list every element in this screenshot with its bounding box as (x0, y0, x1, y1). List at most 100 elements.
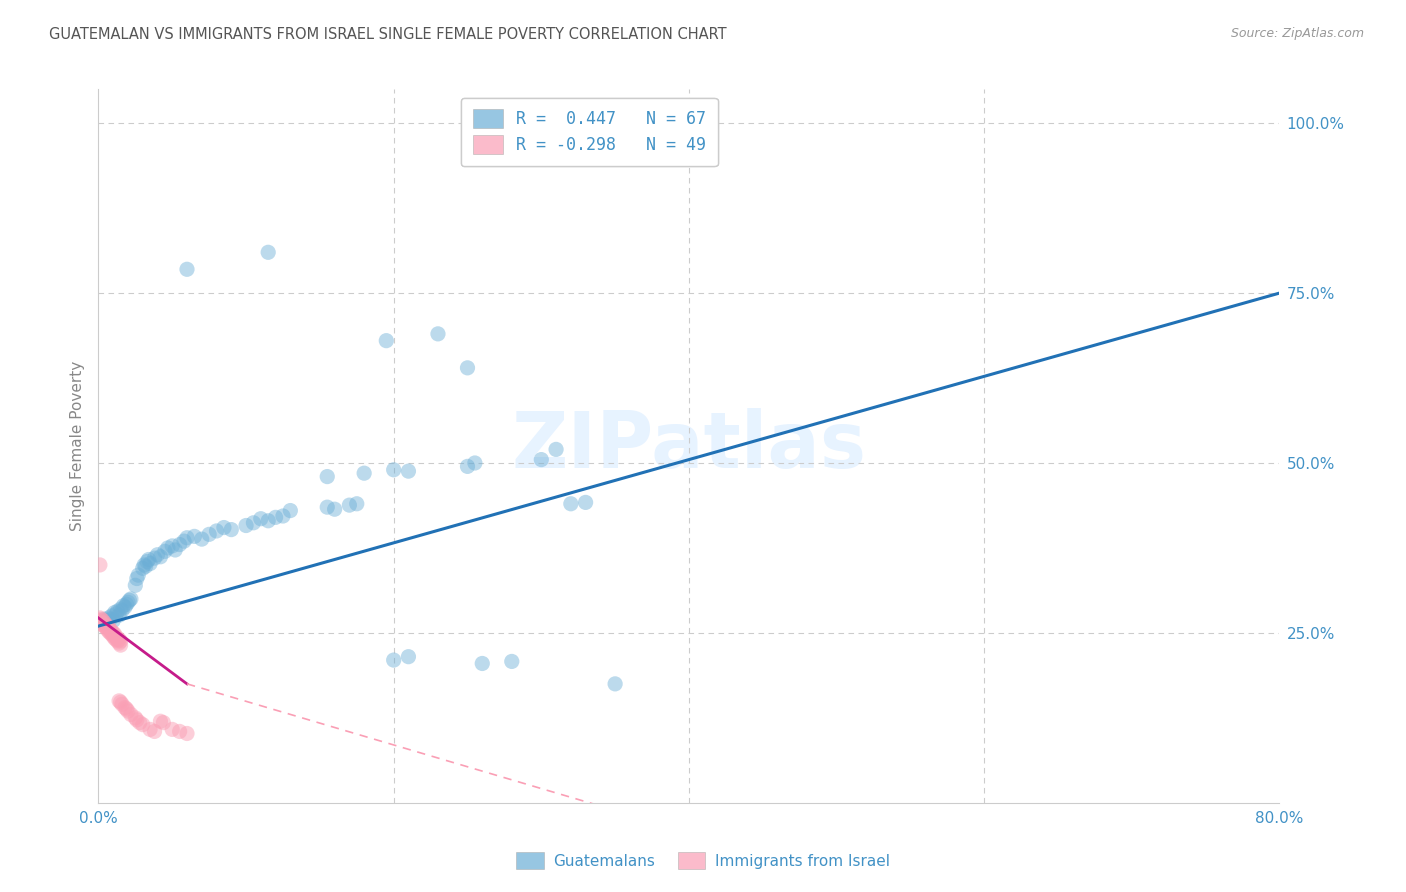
Point (118, 593, 141, 607)
Point (323, 502, 346, 516)
Point (205, 524, 228, 538)
Point (169, 724, 191, 739)
Point (471, 657, 494, 671)
Point (104, 632, 127, 646)
Point (456, 360, 478, 375)
Point (198, 527, 221, 541)
Text: Source: ZipAtlas.com: Source: ZipAtlas.com (1230, 27, 1364, 40)
Text: GUATEMALAN VS IMMIGRANTS FROM ISRAEL SINGLE FEMALE POVERTY CORRELATION CHART: GUATEMALAN VS IMMIGRANTS FROM ISRAEL SIN… (49, 27, 727, 42)
Point (107, 632, 129, 646)
Point (176, 531, 198, 545)
Point (162, 723, 183, 737)
Point (120, 591, 142, 606)
Point (176, 262, 198, 277)
Point (134, 558, 156, 572)
Point (271, 508, 294, 523)
Point (115, 702, 138, 716)
Point (183, 529, 205, 543)
Point (110, 638, 132, 652)
Point (90, 615, 112, 630)
Point (89, 614, 111, 628)
Point (257, 245, 280, 260)
Point (162, 539, 183, 553)
Point (108, 694, 131, 708)
Point (219, 523, 242, 537)
Point (104, 606, 127, 620)
Point (93, 619, 115, 633)
Point (104, 627, 127, 641)
Point (89, 558, 111, 572)
Point (103, 629, 125, 643)
Point (105, 630, 128, 644)
Point (97, 624, 120, 639)
Point (346, 497, 368, 511)
Point (257, 514, 280, 528)
Point (100, 627, 122, 641)
Point (128, 715, 150, 730)
Point (110, 634, 132, 648)
Point (382, 653, 405, 667)
Point (339, 498, 360, 512)
Point (396, 464, 419, 478)
Point (117, 595, 139, 609)
Point (110, 695, 132, 709)
Point (93, 612, 115, 626)
Point (278, 503, 302, 517)
Point (108, 632, 131, 647)
Point (120, 707, 142, 722)
Point (111, 603, 134, 617)
Point (191, 532, 214, 546)
Text: ZIPatlas: ZIPatlas (512, 408, 866, 484)
Point (501, 655, 523, 669)
Point (574, 495, 596, 509)
Legend: Guatemalans, Immigrants from Israel: Guatemalans, Immigrants from Israel (510, 846, 896, 875)
Point (115, 598, 138, 612)
Point (91, 614, 114, 628)
Point (250, 512, 273, 526)
Point (94, 614, 117, 628)
Point (353, 466, 375, 480)
Point (107, 604, 129, 618)
Point (143, 724, 166, 739)
Point (132, 717, 155, 731)
Legend: R =  0.447   N = 67, R = -0.298   N = 49: R = 0.447 N = 67, R = -0.298 N = 49 (461, 97, 717, 166)
Point (97, 620, 120, 634)
Point (605, 677, 627, 691)
Point (96, 619, 118, 633)
Point (546, 442, 568, 457)
Point (396, 649, 419, 664)
Point (96, 623, 118, 637)
Point (90, 612, 112, 626)
Point (98, 626, 121, 640)
Point (132, 561, 155, 575)
Point (100, 624, 122, 639)
Point (107, 634, 129, 648)
Point (94, 620, 117, 634)
Point (427, 326, 450, 341)
Point (560, 497, 582, 511)
Point (316, 500, 339, 515)
Point (91, 617, 114, 632)
Point (173, 534, 195, 549)
Point (125, 572, 148, 586)
Point (212, 520, 235, 534)
Point (135, 559, 157, 574)
Point (143, 551, 166, 566)
Point (242, 516, 264, 530)
Point (530, 452, 553, 467)
Point (127, 568, 149, 582)
Point (103, 614, 125, 628)
Point (165, 543, 187, 558)
Point (111, 698, 134, 712)
Point (235, 518, 257, 533)
Point (98, 623, 121, 637)
Point (93, 615, 115, 630)
Point (125, 713, 148, 727)
Point (169, 537, 191, 551)
Point (152, 715, 174, 730)
Point (138, 552, 160, 566)
Point (94, 617, 117, 632)
Point (375, 334, 398, 348)
Point (89, 611, 111, 625)
Point (124, 711, 146, 725)
